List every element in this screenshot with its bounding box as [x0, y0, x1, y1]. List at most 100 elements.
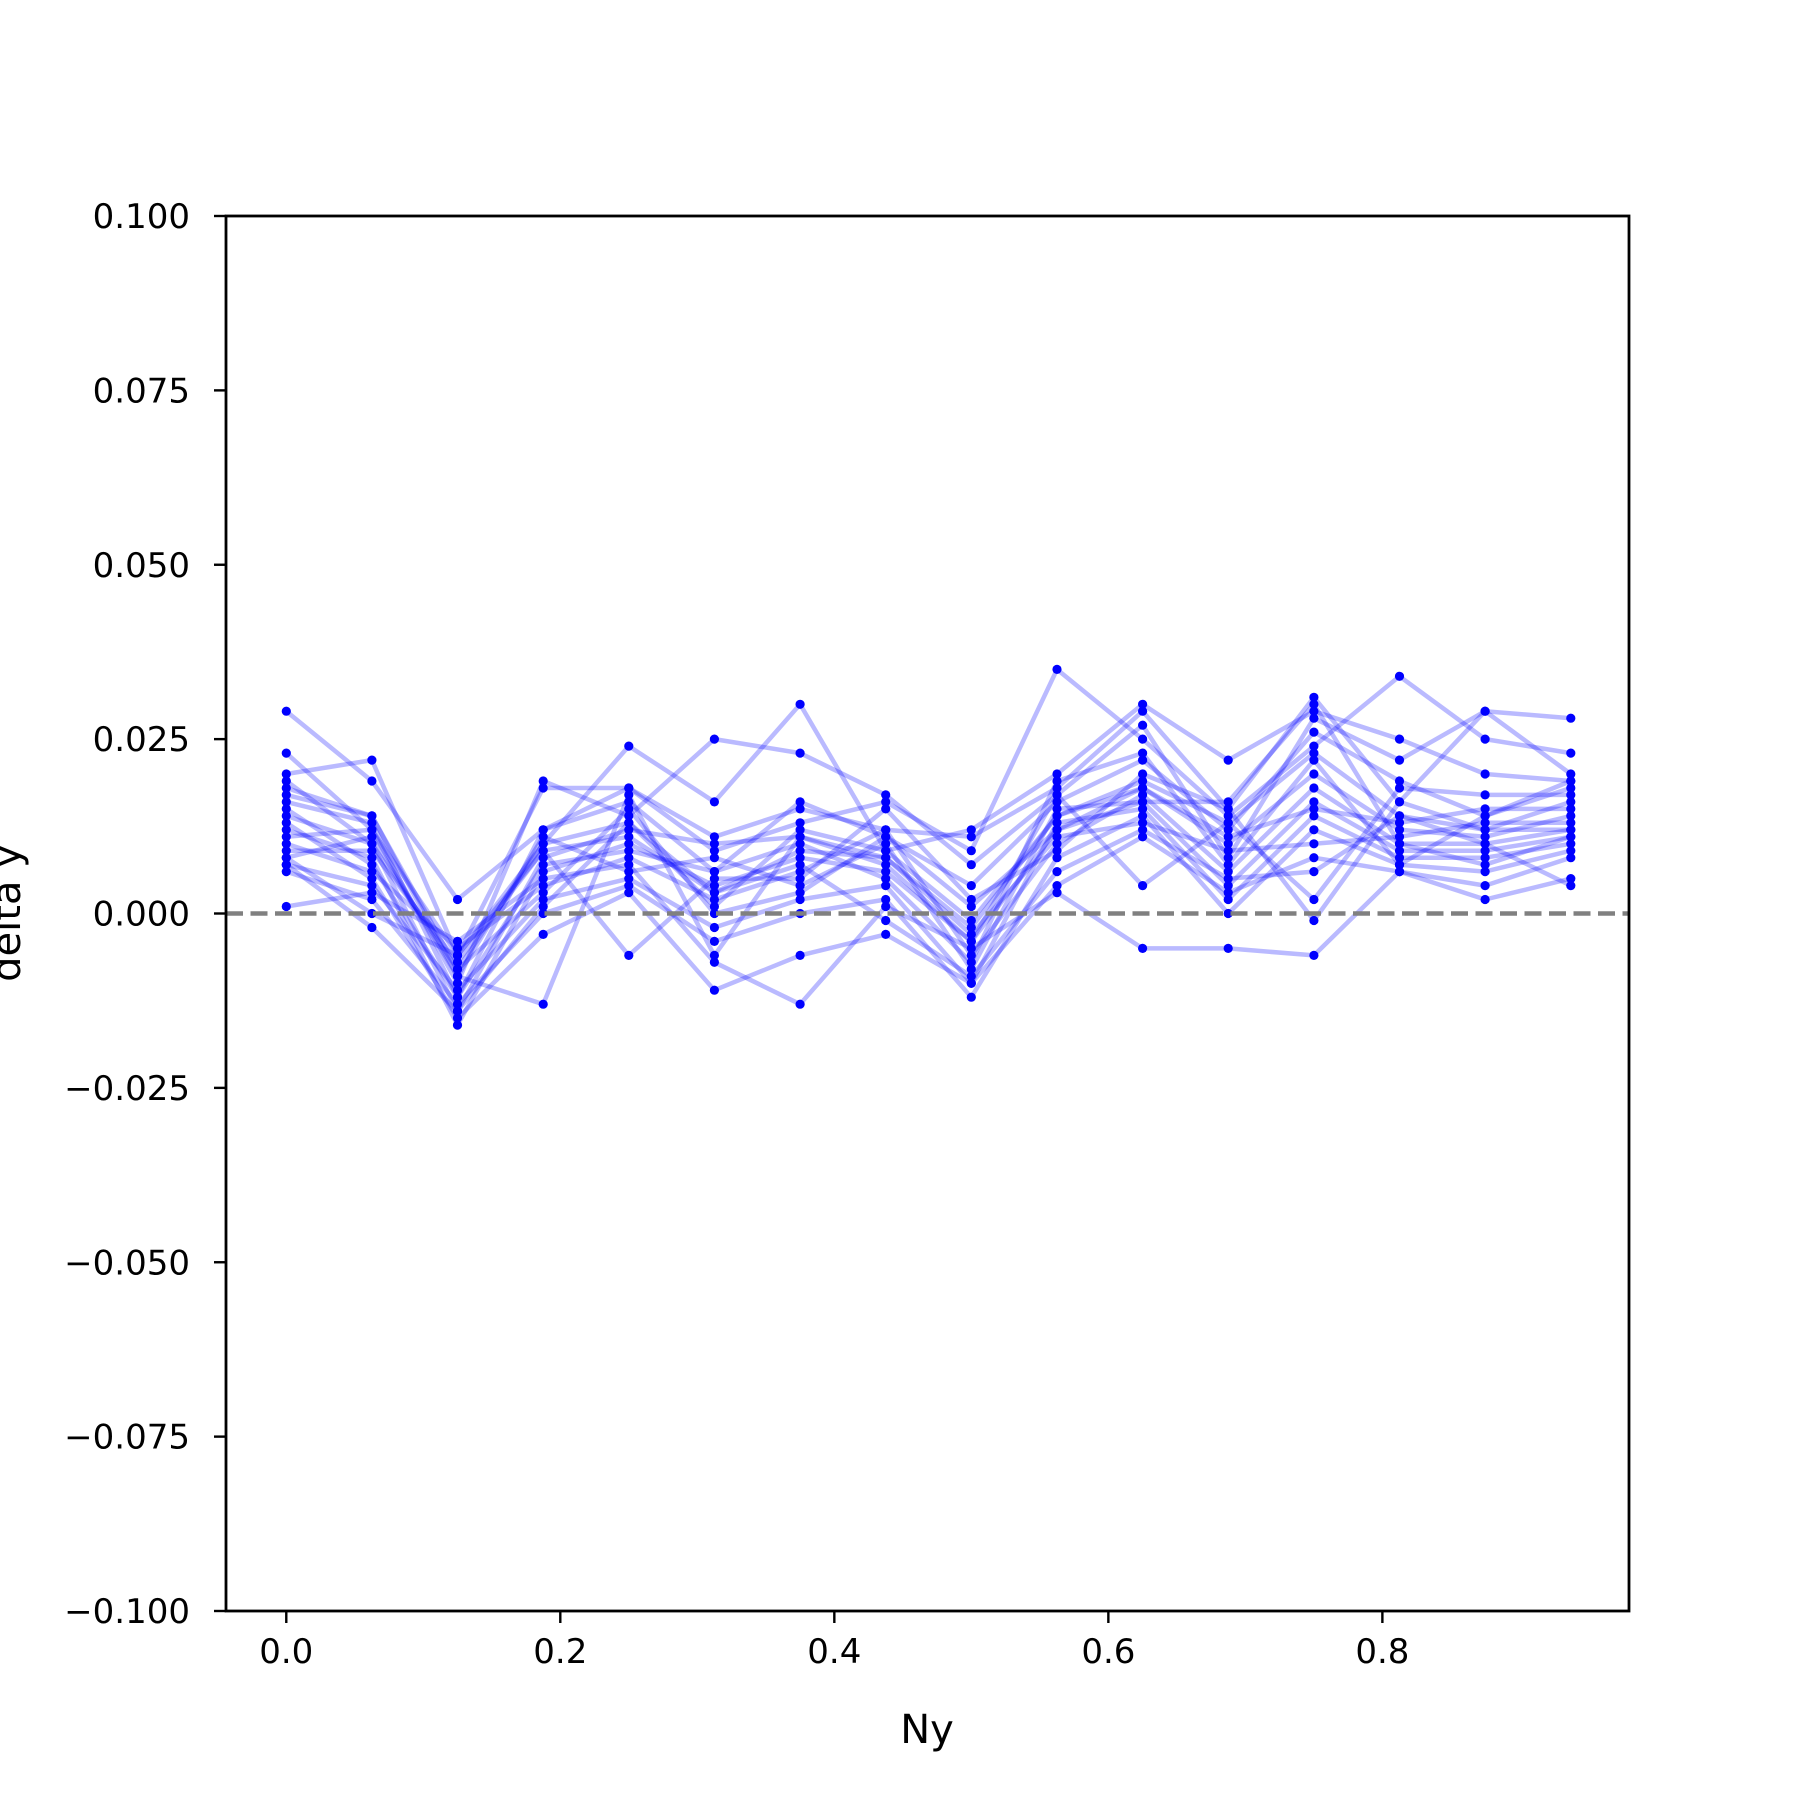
data-point: [966, 992, 976, 1002]
data-point: [281, 811, 291, 821]
data-point: [367, 908, 377, 919]
data-point: [452, 992, 463, 1002]
data-point: [281, 839, 291, 849]
series-layer: [281, 664, 1576, 1030]
data-point: [1138, 804, 1148, 814]
data-point: [538, 888, 548, 898]
data-point: [452, 978, 463, 988]
data-point: [1394, 853, 1405, 863]
data-point: [966, 971, 976, 981]
data-point: [624, 950, 634, 961]
data-point: [281, 901, 291, 912]
data-point: [966, 832, 976, 842]
data-point: [1138, 776, 1148, 786]
data-point: [538, 853, 548, 863]
data-point: [1566, 748, 1576, 758]
data-point: [452, 1013, 463, 1023]
data-point: [795, 804, 805, 814]
x-axis-label: Ny: [900, 1707, 954, 1753]
series-line: [285, 806, 1572, 993]
data-point: [1052, 818, 1062, 828]
data-point: [709, 846, 720, 856]
data-point: [452, 957, 463, 967]
data-point: [624, 867, 634, 877]
data-point: [1480, 818, 1490, 828]
data-point: [1223, 894, 1233, 905]
data-point: [1052, 867, 1062, 877]
data-point: [367, 825, 377, 835]
data-point: [1480, 804, 1490, 814]
data-point: [966, 894, 976, 905]
data-point: [624, 846, 634, 856]
data-point: [1309, 748, 1319, 758]
data-point: [1566, 804, 1576, 814]
data-point: [367, 867, 377, 877]
data-point: [709, 908, 720, 919]
data-point: [1223, 881, 1233, 891]
data-point: [1309, 950, 1319, 961]
data-point: [1052, 804, 1062, 814]
data-point: [1138, 832, 1148, 842]
data-point: [1309, 727, 1319, 737]
data-point: [795, 846, 805, 856]
data-point: [1480, 706, 1490, 716]
data-point: [881, 839, 891, 849]
data-point: [1309, 804, 1319, 814]
data-point: [1052, 825, 1062, 835]
data-point: [795, 881, 805, 891]
data-point: [367, 811, 377, 821]
data-point: [1566, 846, 1576, 856]
y-tick-label: 0.100: [93, 197, 190, 237]
data-point: [1566, 790, 1576, 800]
data-point: [281, 706, 291, 716]
data-point: [795, 748, 805, 758]
data-point: [966, 922, 976, 933]
data-point: [1566, 797, 1576, 807]
data-point: [1223, 839, 1233, 849]
data-point: [709, 734, 720, 744]
data-point: [1309, 706, 1319, 716]
data-point: [1566, 881, 1576, 891]
data-point: [881, 797, 891, 807]
data-point: [1138, 699, 1148, 709]
data-point: [1480, 811, 1490, 821]
data-point: [709, 985, 720, 995]
y-tick-label: 0.050: [93, 546, 190, 586]
data-point: [1138, 748, 1148, 758]
data-point: [1480, 894, 1490, 905]
data-point: [1223, 804, 1233, 814]
data-point: [1223, 797, 1233, 807]
data-point: [624, 832, 634, 842]
data-point: [1480, 839, 1490, 849]
data-point: [452, 985, 463, 995]
data-point: [1566, 874, 1576, 884]
series-line: [284, 813, 1572, 1014]
data-point: [966, 943, 976, 954]
data-point: [1309, 915, 1319, 926]
data-point: [1309, 839, 1319, 849]
data-point: [624, 860, 634, 870]
data-point: [1138, 811, 1148, 821]
data-point: [1138, 734, 1148, 744]
data-point: [452, 964, 463, 974]
data-point: [1480, 734, 1490, 744]
series-line: [285, 771, 1572, 1028]
data-point: [1138, 790, 1148, 800]
y-axis: 0.100 0.075 0.050 0.025 0.000 −0.025 −0.050 −0.…: [64, 197, 226, 1632]
data-point: [1480, 867, 1490, 877]
data-point: [1138, 783, 1148, 793]
data-point: [452, 950, 463, 961]
data-point: [881, 901, 891, 912]
data-point: [966, 901, 976, 912]
data-point: [966, 957, 976, 967]
data-point: [367, 853, 377, 863]
data-point: [1394, 846, 1405, 856]
y-tick-label: 0.025: [93, 720, 190, 760]
data-point: [281, 832, 291, 842]
data-point: [1052, 832, 1062, 842]
data-point: [624, 783, 634, 793]
data-point: [795, 888, 805, 898]
data-point: [709, 901, 720, 912]
data-point: [881, 846, 891, 856]
data-point: [1138, 825, 1148, 835]
